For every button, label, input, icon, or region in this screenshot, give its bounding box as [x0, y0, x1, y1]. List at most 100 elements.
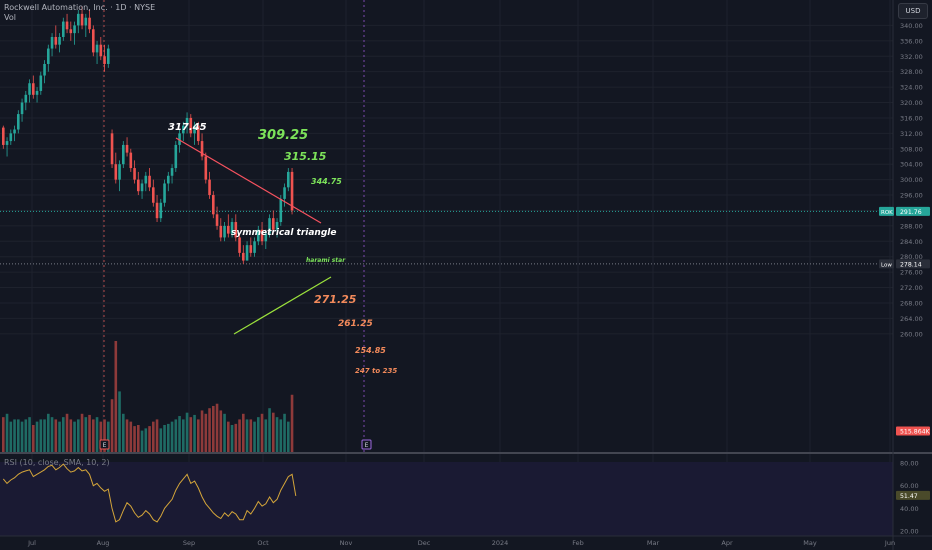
price-tick-label: 340.00	[900, 22, 923, 30]
volume-bar	[107, 421, 110, 453]
volume-bar	[92, 419, 95, 453]
volume-bar	[234, 423, 238, 453]
volume-bar	[283, 413, 286, 453]
symbol-title[interactable]: Rockwell Automation, Inc. · 1D · NYSE	[4, 3, 156, 12]
volume-bar	[140, 430, 144, 453]
candle-body	[95, 44, 99, 53]
price-tick-label: 336.00	[900, 37, 923, 45]
currency-button[interactable]: USD	[898, 3, 928, 19]
low-price-tag: Low 278.14	[879, 259, 930, 269]
volume-legend[interactable]: Vol	[4, 13, 16, 22]
price-tick-label: 284.00	[900, 238, 923, 246]
volume-bar	[73, 421, 76, 453]
volume-bar	[43, 419, 46, 453]
target-label-2[interactable]: 315.15	[284, 150, 327, 163]
volume-bar	[80, 413, 84, 453]
volume-bar	[39, 419, 43, 453]
volume-bar	[35, 421, 39, 453]
volume-tag: 515.864K	[896, 426, 931, 436]
candle-body	[24, 94, 28, 103]
volume-bar	[279, 419, 283, 453]
support-trendline	[233, 276, 332, 335]
support-label-4[interactable]: 247 to 235	[355, 367, 398, 375]
candle-body	[92, 29, 95, 53]
volume-bar	[17, 419, 20, 453]
price-tick-label: 320.00	[900, 99, 923, 107]
time-tick-label: Apr	[721, 539, 733, 547]
candle-body	[159, 202, 163, 219]
support-label-1[interactable]: 271.25	[314, 293, 357, 306]
volume-bar	[88, 414, 91, 453]
candle-body	[39, 75, 43, 91]
volume-bar	[163, 425, 166, 453]
price-tick-label: 308.00	[900, 145, 923, 153]
volume-bar	[13, 419, 16, 453]
candle-body	[118, 164, 121, 180]
candle-body	[35, 90, 39, 95]
volume-bar	[167, 423, 170, 453]
candle-body	[140, 183, 144, 192]
price-tick-label: 276.00	[900, 269, 923, 277]
time-tick-label: May	[803, 539, 817, 547]
rsi-tick-label: 80.00	[900, 460, 919, 468]
price-axis[interactable]: 340.00 336.00 332.00 328.00 324.00 320.00 316.…	[900, 22, 923, 338]
time-tick-label: Aug	[97, 539, 110, 547]
volume-bar	[110, 399, 114, 453]
volume-bar	[219, 410, 223, 453]
candle-body	[122, 144, 125, 165]
volume-bars	[2, 341, 294, 453]
support-label-3[interactable]: 254.85	[355, 346, 386, 355]
volume-bar	[287, 421, 290, 453]
candle-body	[62, 21, 65, 37]
price-tags: ROK 291.76 Low 278.14 515.864K 51.47	[879, 206, 931, 500]
time-axis[interactable]: Jul Aug Sep Oct Nov Dec 2024 Feb Mar Apr May Jun	[27, 539, 895, 547]
candle-body	[80, 13, 84, 26]
volume-bar	[144, 428, 148, 453]
candle-body	[17, 114, 20, 130]
candle-body	[13, 129, 16, 134]
volume-bar	[275, 417, 279, 453]
peak-price-label[interactable]: 317.45	[168, 122, 207, 133]
earnings-marker-1-text: E	[103, 442, 107, 449]
rsi-value-tag-value-bg	[896, 490, 930, 500]
pattern-label[interactable]: symmetrical triangle	[231, 228, 337, 238]
rok-price-tag: ROK 291.76	[879, 206, 930, 216]
time-tick-label: Jul	[27, 539, 36, 547]
low-price-tag-value: 278.14	[900, 261, 922, 268]
price-tick-label: 268.00	[900, 299, 923, 307]
rok-price-tag-value: 291.76	[900, 209, 922, 216]
candle-body	[129, 152, 133, 169]
volume-bar	[50, 417, 54, 453]
harami-label[interactable]: harami star	[306, 257, 346, 264]
low-price-tag-value-bg	[896, 259, 930, 269]
candle-body	[103, 56, 106, 64]
volume-bar	[103, 419, 106, 453]
candle-body	[28, 83, 31, 95]
volume-bar	[24, 419, 28, 453]
candle-body	[275, 222, 279, 230]
volume-tag-value-bg	[896, 426, 930, 436]
candle-body	[9, 133, 13, 142]
support-label-2[interactable]: 261.25	[338, 319, 373, 329]
candle-body	[2, 127, 5, 145]
candle-body	[65, 21, 69, 30]
candle-body	[193, 125, 196, 134]
volume-bar	[122, 413, 125, 453]
volume-bar	[84, 417, 88, 453]
candle-body	[242, 252, 245, 261]
target-label-1[interactable]: 309.25	[258, 128, 309, 143]
volume-bar	[54, 419, 58, 453]
rsi-tick-label: 60.00	[900, 482, 919, 490]
candle-body	[152, 187, 155, 203]
volume-bar	[227, 421, 230, 453]
candle-body	[88, 17, 91, 30]
rsi-legend[interactable]: RSI (10, close, SMA, 10, 2)	[4, 458, 110, 467]
price-tick-label: 272.00	[900, 284, 923, 292]
target-label-3[interactable]: 344.75	[311, 177, 342, 186]
rsi-tick-label: 40.00	[900, 505, 919, 513]
candle-body	[290, 171, 294, 211]
rsi-axis[interactable]: 80.00 60.00 40.00 20.00	[900, 460, 919, 536]
chart-grid	[0, 0, 893, 536]
